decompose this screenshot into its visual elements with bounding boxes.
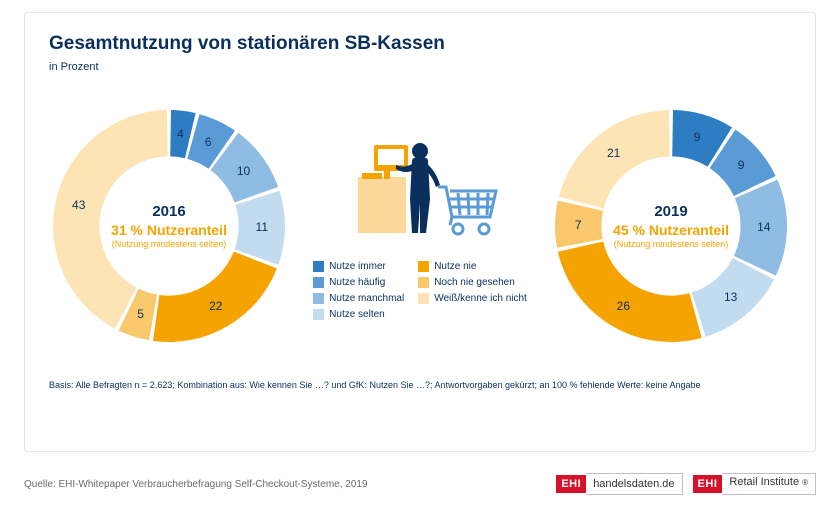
logo-handelsdaten-text: handelsdaten.de [586, 473, 682, 495]
legend-item-noch_nie: Noch nie gesehen [418, 277, 527, 288]
legend-label-haeufig: Nutze häufig [329, 277, 385, 288]
donut-2019-label-immer: 9 [694, 130, 701, 144]
donut-2016-label-nie: 22 [209, 299, 222, 313]
legend-swatch-immer [313, 261, 324, 272]
donut-2019-label-manchmal: 14 [757, 220, 770, 234]
chart-card: Gesamtnutzung von stationären SB-Kassen … [24, 12, 816, 452]
donut-2016-label-selten: 11 [256, 220, 268, 234]
donut-2019-slice-nie [558, 241, 702, 342]
donut-2019-label-haeufig: 9 [738, 158, 745, 172]
donut-2019-label-nie: 26 [617, 299, 630, 313]
logo-retail-text: Retail Institute ® [722, 473, 816, 495]
legend-item-weiss_nicht: Weiß/kenne ich nicht [418, 293, 527, 304]
chart-title: Gesamtnutzung von stationären SB-Kassen [49, 33, 791, 55]
legend-label-manchmal: Nutze manchmal [329, 293, 404, 304]
donut-2016-label-immer: 4 [177, 127, 184, 141]
donut-2016-year: 2016 [104, 203, 234, 220]
logo-ehi-box-2: EHI [693, 475, 723, 493]
donut-2019-share: 45 % Nutzeranteil [606, 222, 736, 238]
legend-item-selten: Nutze selten [313, 309, 404, 320]
footer: Quelle: EHI-Whitepaper Verbraucherbefrag… [24, 473, 816, 495]
donut-2016-label-haeufig: 6 [205, 135, 212, 149]
legend-col-2: Nutze nie Noch nie gesehen Weiß/kenne ich … [418, 261, 527, 320]
legend-swatch-nie [418, 261, 429, 272]
donut-2019-label-noch_nie: 7 [575, 218, 582, 232]
legend-label-weiss_nicht: Weiß/kenne ich nicht [434, 293, 527, 304]
logos: EHI handelsdaten.de EHI Retail Institute… [556, 473, 816, 495]
donut-2019: 2019 45 % Nutzeranteil (Nutzung mindeste… [551, 106, 791, 346]
legend-item-manchmal: Nutze manchmal [313, 293, 404, 304]
legend-item-immer: Nutze immer [313, 261, 404, 272]
legend-col-1: Nutze immer Nutze häufig Nutze manchmal Nut… [313, 261, 404, 320]
legend: Nutze immer Nutze häufig Nutze manchmal Nut… [313, 261, 527, 320]
donut-2016-label-manchmal: 10 [237, 164, 250, 178]
donut-2019-label-weiss_nicht: 21 [607, 146, 620, 160]
donut-2016-center: 2016 31 % Nutzeranteil (Nutzung mindeste… [104, 203, 234, 249]
legend-swatch-manchmal [313, 293, 324, 304]
donut-2019-label-selten: 13 [724, 290, 737, 304]
donut-2019-center: 2019 45 % Nutzeranteil (Nutzung mindeste… [606, 203, 736, 249]
chart-subtitle: in Prozent [49, 61, 791, 73]
legend-label-noch_nie: Noch nie gesehen [434, 277, 515, 288]
donut-2016-share: 31 % Nutzeranteil [104, 222, 234, 238]
legend-swatch-weiss_nicht [418, 293, 429, 304]
legend-item-haeufig: Nutze häufig [313, 277, 404, 288]
charts-row: 2016 31 % Nutzeranteil (Nutzung mindeste… [49, 81, 791, 371]
donut-2019-year: 2019 [606, 203, 736, 220]
pictogram-self-checkout [340, 133, 500, 243]
middle-column: Nutze immer Nutze häufig Nutze manchmal Nut… [305, 133, 535, 320]
legend-label-immer: Nutze immer [329, 261, 386, 272]
logo-handelsdaten: EHI handelsdaten.de [556, 473, 682, 495]
legend-item-nie: Nutze nie [418, 261, 527, 272]
logo-retail-institute: EHI Retail Institute ® [693, 473, 816, 495]
source-text: Quelle: EHI-Whitepaper Verbraucherbefrag… [24, 479, 368, 490]
legend-swatch-haeufig [313, 277, 324, 288]
footnote: Basis: Alle Befragten n = 2.623; Kombina… [49, 379, 791, 391]
legend-label-selten: Nutze selten [329, 309, 385, 320]
donut-2016-caption: (Nutzung mindestens selten) [104, 239, 234, 249]
donut-2016-label-weiss_nicht: 43 [72, 198, 85, 212]
legend-label-nie: Nutze nie [434, 261, 476, 272]
legend-swatch-selten [313, 309, 324, 320]
legend-swatch-noch_nie [418, 277, 429, 288]
donut-2016-slice-nie [153, 252, 277, 342]
donut-2019-caption: (Nutzung mindestens selten) [606, 239, 736, 249]
donut-2016-label-noch_nie: 5 [137, 307, 144, 321]
donut-2016: 2016 31 % Nutzeranteil (Nutzung mindeste… [49, 106, 289, 346]
logo-ehi-box-1: EHI [556, 475, 586, 493]
